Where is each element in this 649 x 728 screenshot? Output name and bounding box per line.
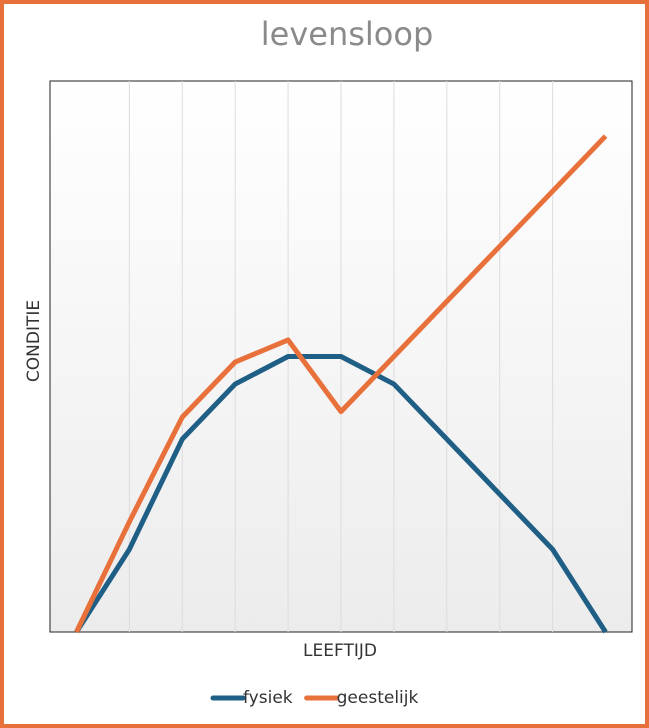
chart-title: levensloop	[261, 15, 434, 53]
x-axis-label: LEEFTIJD	[303, 641, 377, 661]
legend: fysiek geestelijk	[210, 688, 419, 708]
legend-label: fysiek	[243, 688, 293, 708]
y-axis-label: CONDITIE	[24, 300, 44, 382]
line-series	[74, 354, 608, 634]
line-series	[74, 134, 608, 634]
legend-label: geestelijk	[337, 688, 419, 708]
